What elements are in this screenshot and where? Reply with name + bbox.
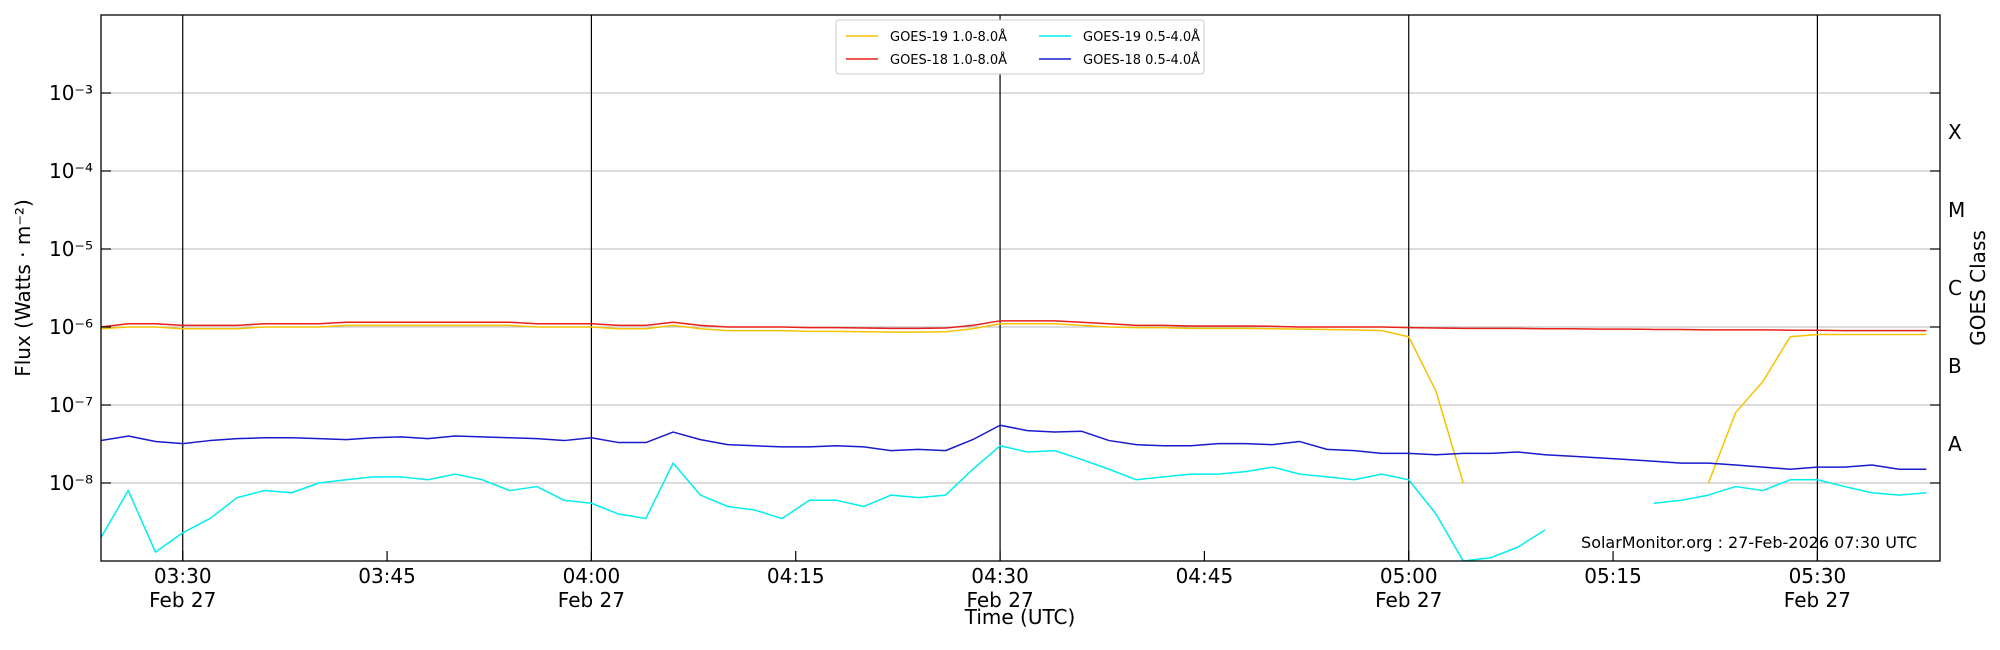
y-tick-label: 10⁻⁸ (49, 471, 93, 495)
y-tick-label: 10⁻⁷ (49, 393, 93, 417)
x-tick-label: Feb 27 (1375, 588, 1442, 612)
series-line (101, 323, 1927, 484)
legend-label: GOES-18 1.0-8.0Å (890, 52, 1007, 68)
y-tick-label: 10⁻³ (49, 81, 93, 105)
legend: GOES-19 1.0-8.0Å GOES-18 1.0-8.0Å GOES-19 … (835, 19, 1205, 75)
plot-lines (101, 320, 1927, 561)
y2-tick-label: B (1948, 354, 1962, 378)
plot-frame (100, 14, 1941, 562)
x-tick-label: 04:00 (563, 564, 621, 588)
x-tick-label: 04:15 (767, 564, 825, 588)
x-tick-label: 04:45 (1176, 564, 1234, 588)
x-tick-label: 05:15 (1584, 564, 1642, 588)
legend-box (835, 19, 1205, 75)
series-line (101, 320, 1927, 332)
y-tick-label: 10⁻⁶ (49, 315, 93, 339)
x-tick-label: 03:30 (154, 564, 212, 588)
series-line (101, 424, 1927, 471)
x-tick-label: Feb 27 (558, 588, 625, 612)
legend-label: GOES-19 0.5-4.0Å (1083, 29, 1200, 45)
y2-axis-label: GOES Class (1966, 230, 1990, 346)
legend-label: GOES-18 0.5-4.0Å (1083, 52, 1200, 68)
x-tick-label: 04:30 (971, 564, 1029, 588)
legend-label: GOES-19 1.0-8.0Å (890, 29, 1007, 45)
x-tick-label: Feb 27 (149, 588, 216, 612)
x-tick-label: 03:45 (358, 564, 416, 588)
x-tick-label: 05:00 (1380, 564, 1438, 588)
y-tick-label: 10⁻⁴ (49, 159, 93, 183)
x-tick-label: Feb 27 (966, 588, 1033, 612)
y2-tick-label: A (1948, 432, 1962, 456)
x-tick-label: Feb 27 (1784, 588, 1851, 612)
series-line (101, 445, 1927, 561)
grid (101, 15, 1940, 561)
x-tick-label: 05:30 (1789, 564, 1847, 588)
x-axis-label: Time (UTC) (964, 605, 1076, 629)
y-axis-label: Flux (Watts · m⁻²) (11, 199, 35, 377)
y2-tick-label: X (1948, 120, 1962, 144)
y2-tick-label: M (1948, 198, 1965, 222)
y2-tick-label: C (1948, 276, 1962, 300)
watermark: SolarMonitor.org : 27-Feb-2026 07:30 UTC (1581, 533, 1917, 552)
y-tick-label: 10⁻⁵ (49, 237, 93, 261)
